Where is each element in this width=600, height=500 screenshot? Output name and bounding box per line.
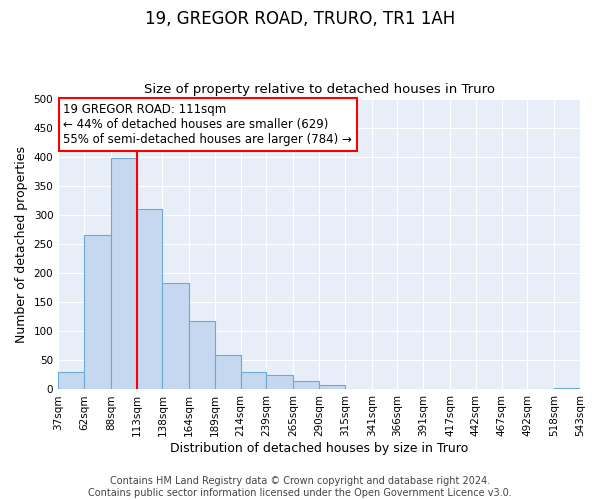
Bar [241,372,266,390]
Bar [111,158,137,390]
Bar [215,355,241,390]
Bar [58,372,84,390]
Text: 19 GREGOR ROAD: 111sqm
← 44% of detached houses are smaller (629)
55% of semi-de: 19 GREGOR ROAD: 111sqm ← 44% of detached… [64,103,352,146]
Bar [266,375,293,390]
Y-axis label: Number of detached properties: Number of detached properties [15,146,28,342]
Bar [189,322,215,390]
Bar [137,209,163,390]
Bar [163,283,189,390]
Text: Contains HM Land Registry data © Crown copyright and database right 2024.
Contai: Contains HM Land Registry data © Crown c… [88,476,512,498]
Title: Size of property relative to detached houses in Truro: Size of property relative to detached ho… [143,83,494,96]
Text: 19, GREGOR ROAD, TRURO, TR1 1AH: 19, GREGOR ROAD, TRURO, TR1 1AH [145,10,455,28]
Bar [84,236,111,390]
X-axis label: Distribution of detached houses by size in Truro: Distribution of detached houses by size … [170,442,468,455]
Bar [293,380,319,390]
Bar [319,386,345,390]
Bar [554,388,580,390]
